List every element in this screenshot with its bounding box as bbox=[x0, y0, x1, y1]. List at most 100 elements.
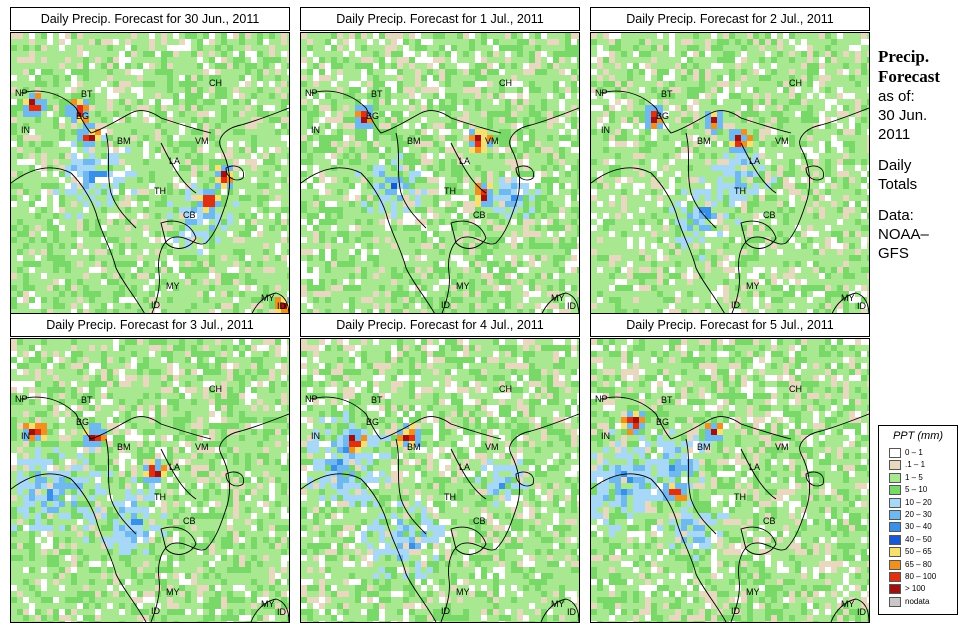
precip-map: CH NP BT BG IN BM VM LA TH CB MY ID MY ID bbox=[10, 338, 290, 623]
country-label-my: MY bbox=[746, 281, 760, 291]
boundary-line bbox=[450, 142, 487, 194]
precip-raster bbox=[301, 339, 579, 622]
legend-swatch bbox=[889, 547, 901, 558]
country-label-cb: CB bbox=[183, 516, 196, 526]
as-of-year: 2011 bbox=[878, 126, 911, 143]
country-label-la: LA bbox=[459, 156, 471, 166]
legend-item: > 100 bbox=[889, 584, 954, 595]
country-label-bg: BG bbox=[76, 111, 90, 121]
country-label-in: IN bbox=[311, 125, 320, 135]
legend-label: 40 – 50 bbox=[905, 534, 932, 544]
boundary-line bbox=[685, 132, 717, 229]
country-label-id2: ID bbox=[567, 607, 576, 617]
boundary-line bbox=[301, 167, 437, 316]
country-label-in: IN bbox=[601, 125, 610, 135]
boundary-line bbox=[740, 220, 777, 249]
country-label-cb: CB bbox=[763, 210, 776, 220]
legend-swatch bbox=[889, 596, 901, 607]
country-label-np: NP bbox=[15, 88, 28, 98]
country-label-id: ID bbox=[731, 606, 740, 616]
legend-swatch bbox=[889, 572, 901, 582]
boundary-line bbox=[160, 220, 197, 249]
country-label-in: IN bbox=[21, 431, 30, 441]
country-label-id: ID bbox=[441, 300, 450, 310]
country-label-np: NP bbox=[595, 88, 608, 98]
boundary-line bbox=[250, 598, 289, 622]
country-label-ch: CH bbox=[789, 78, 802, 88]
legend-label: 80 – 100 bbox=[905, 572, 937, 581]
boundary-line bbox=[685, 438, 717, 535]
country-label-my2: MY bbox=[261, 599, 275, 609]
country-label-bt: BT bbox=[81, 89, 93, 99]
boundary-line bbox=[830, 598, 869, 622]
boundary-line bbox=[440, 413, 579, 622]
country-label-la: LA bbox=[169, 462, 181, 472]
country-label-ch: CH bbox=[209, 384, 222, 394]
data-source-2: GFS bbox=[878, 245, 909, 262]
boundary-line bbox=[150, 107, 289, 316]
country-label-id2: ID bbox=[567, 301, 576, 311]
precip-map: CH NP BT BG IN BM VM LA TH CB MY ID MY ID bbox=[300, 338, 580, 623]
boundary-line bbox=[450, 448, 487, 500]
daily-label-1: Daily bbox=[878, 157, 912, 174]
legend-item: .1 – 1 bbox=[889, 460, 954, 471]
info-title-line2: Forecast bbox=[878, 67, 940, 86]
legend-item: 5 – 10 bbox=[889, 485, 954, 496]
country-label-np: NP bbox=[15, 394, 28, 404]
country-label-la: LA bbox=[749, 462, 761, 472]
country-label-th: TH bbox=[154, 186, 166, 196]
country-label-th: TH bbox=[444, 186, 456, 196]
country-label-my2: MY bbox=[841, 293, 855, 303]
panel-title: Daily Precip. Forecast for 30 Jun., 2011 bbox=[10, 7, 290, 31]
boundary-line bbox=[11, 473, 147, 622]
precip-raster bbox=[301, 33, 579, 316]
as-of-date: 30 Jun. bbox=[878, 107, 928, 124]
country-label-np: NP bbox=[305, 88, 318, 98]
country-label-bt: BT bbox=[371, 395, 383, 405]
legend-label: 0 – 1 bbox=[905, 448, 923, 457]
boundary-line bbox=[310, 396, 502, 440]
legend-label: > 100 bbox=[905, 584, 926, 594]
country-label-ch: CH bbox=[499, 384, 512, 394]
boundary-line bbox=[450, 220, 487, 249]
legend-item: 30 – 40 bbox=[889, 522, 954, 533]
country-label-vm: VM bbox=[485, 442, 499, 452]
country-label-my2: MY bbox=[261, 293, 275, 303]
legend-swatch bbox=[889, 534, 901, 545]
boundary-line bbox=[515, 471, 534, 487]
boundary-line bbox=[160, 448, 197, 500]
country-label-vm: VM bbox=[195, 136, 209, 146]
country-label-bg: BG bbox=[366, 111, 380, 121]
country-label-id: ID bbox=[151, 300, 160, 310]
legend-swatch bbox=[889, 460, 901, 471]
boundary-line bbox=[395, 438, 427, 535]
boundary-line bbox=[250, 292, 289, 316]
country-label-my: MY bbox=[456, 587, 470, 597]
boundary-line bbox=[600, 396, 792, 440]
country-label-id2: ID bbox=[277, 301, 286, 311]
panel-title: Daily Precip. Forecast for 2 Jul., 2011 bbox=[590, 7, 870, 31]
country-label-id2: ID bbox=[857, 607, 866, 617]
country-label-my: MY bbox=[166, 587, 180, 597]
country-label-th: TH bbox=[734, 186, 746, 196]
legend-swatch bbox=[889, 485, 901, 496]
country-label-vm: VM bbox=[485, 136, 499, 146]
boundary-line bbox=[740, 448, 777, 500]
boundary-line bbox=[20, 396, 212, 440]
boundary-line bbox=[600, 90, 792, 134]
precip-map: CH NP BT BG IN BM VM LA TH CB MY ID MY ID bbox=[300, 32, 580, 317]
country-label-my: MY bbox=[166, 281, 180, 291]
country-label-cb: CB bbox=[473, 210, 486, 220]
country-label-bm: BM bbox=[407, 136, 421, 146]
info-title-line1: Precip. bbox=[878, 47, 930, 66]
country-label-bt: BT bbox=[371, 89, 383, 99]
legend-item: 50 – 65 bbox=[889, 547, 954, 558]
legend-item: 1 – 5 bbox=[889, 472, 954, 483]
country-label-id: ID bbox=[731, 300, 740, 310]
legend-label: 50 – 65 bbox=[905, 547, 932, 557]
boundary-line bbox=[830, 292, 869, 316]
country-label-bt: BT bbox=[81, 395, 93, 405]
legend-swatch bbox=[889, 472, 901, 483]
country-label-la: LA bbox=[459, 462, 471, 472]
data-source-1: NOAA– bbox=[878, 226, 929, 243]
